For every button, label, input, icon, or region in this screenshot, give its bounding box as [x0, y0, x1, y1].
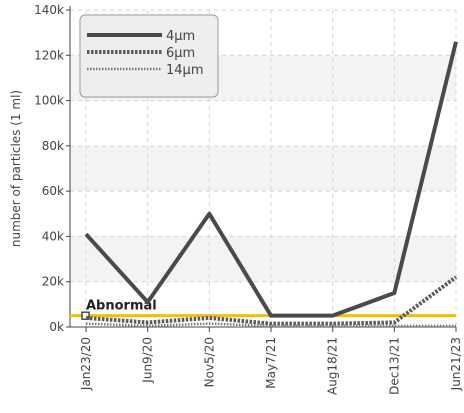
- y-tick-label: 20k: [42, 275, 64, 289]
- y-tick-label: 40k: [42, 229, 64, 243]
- x-tick-label: Aug18/21: [326, 337, 340, 395]
- abnormal-threshold: Abnormal: [70, 299, 456, 320]
- x-tick-label: Jan23/20: [79, 337, 93, 391]
- chart-band: [70, 100, 456, 146]
- y-tick-label: 60k: [42, 184, 64, 198]
- y-axis-ticks: 0k 20k 40k 60k 80k 100k 120k 140k: [34, 3, 70, 334]
- chart-band: [70, 236, 456, 282]
- y-axis-label: number of particles (1 ml): [9, 90, 23, 247]
- series-line-1: [84, 41, 458, 318]
- series-line-2: [85, 275, 458, 326]
- legend-item-label: 4μm: [166, 29, 195, 44]
- abnormal-marker: [81, 311, 90, 320]
- chart-background-bands: [70, 10, 456, 327]
- y-tick-label: 0k: [49, 320, 64, 334]
- x-tick-label: Jun21/23: [449, 337, 463, 391]
- y-tick-label: 80k: [42, 139, 64, 153]
- legend-item-label: 14μm: [166, 63, 203, 78]
- chart-axes: [69, 6, 456, 328]
- chart-band: [70, 145, 456, 192]
- y-tick-label: 100k: [34, 94, 64, 108]
- x-axis-ticks: Jan23/20 Jun9/20 Nov5/20 May7/21 Aug18/21 Dec…: [79, 327, 463, 395]
- legend-item-label: 6μm: [166, 46, 195, 61]
- chart-band: [70, 191, 456, 237]
- x-tick-label: Dec13/21: [387, 337, 401, 395]
- chart-legend[interactable]: 4μm 6μm 14μm: [79, 14, 219, 98]
- x-tick-label: Jun9/20: [141, 337, 155, 384]
- y-tick-label: 120k: [34, 48, 64, 62]
- abnormal-label: Abnormal: [86, 299, 157, 314]
- legend-box: [79, 14, 219, 98]
- chart-series: [84, 41, 458, 328]
- x-tick-label: Nov5/20: [202, 337, 216, 387]
- y-tick-label: 140k: [34, 3, 64, 17]
- x-tick-label: May7/21: [264, 337, 278, 389]
